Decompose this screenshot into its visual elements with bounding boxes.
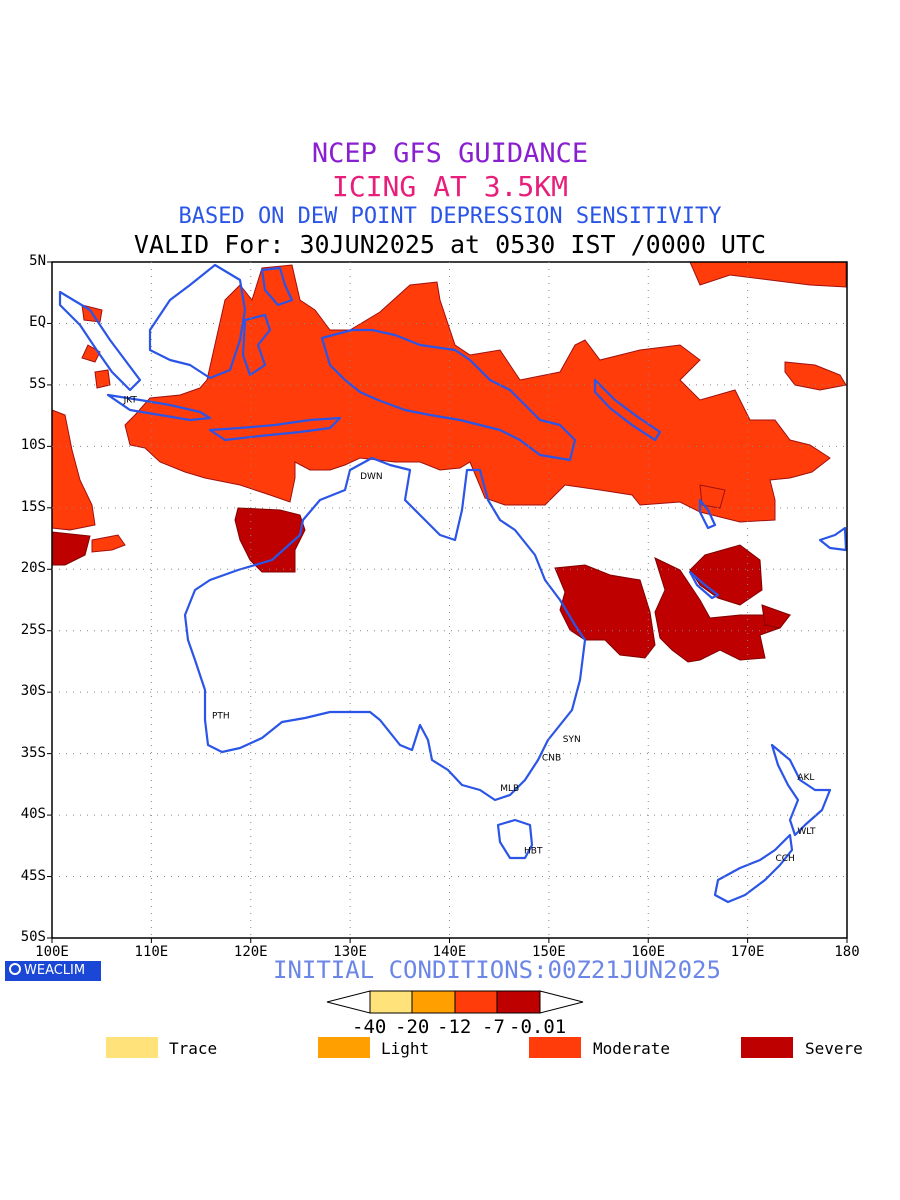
severe-icing-areas <box>51 507 792 663</box>
legend-label-light: Light <box>381 1039 430 1058</box>
lat-label: 25S <box>20 621 46 638</box>
new-caledonia-coast <box>688 570 720 600</box>
valid-time: VALID For: 30JUN2025 at 0530 IST /0000 U… <box>133 230 767 259</box>
colorbar-tick: -0.01 <box>509 1016 567 1038</box>
city-label-pth: PTH <box>212 712 230 722</box>
borneo-coast <box>148 263 247 380</box>
colorbar-severe <box>496 990 541 1014</box>
legend-swatch-moderate <box>529 1037 581 1058</box>
fiji-coast <box>818 526 848 552</box>
legend-label-severe: Severe <box>805 1039 863 1058</box>
lon-label: 170E <box>730 944 765 960</box>
city-label-hbt: HBT <box>524 847 543 857</box>
solomons-coast <box>593 378 662 442</box>
lat-label: 5S <box>29 375 46 392</box>
colorbar-tick: -7 <box>482 1016 505 1038</box>
new-zealand-south-coast <box>713 833 794 904</box>
lon-label: 110E <box>134 944 169 960</box>
lon-label: 120E <box>233 944 268 960</box>
colorbar-trace <box>369 990 413 1014</box>
lon-label: 150E <box>532 944 566 960</box>
initial-conditions: INITIAL CONDITIONS:00Z21JUN2025 <box>273 956 721 984</box>
lon-label: 160E <box>631 944 666 960</box>
city-label-dwn: DWN <box>360 472 383 482</box>
lat-label: 45S <box>20 867 46 884</box>
legend-label-moderate: Moderate <box>593 1039 671 1058</box>
title-line-2: ICING AT 3.5KM <box>331 170 568 203</box>
lat-label: EQ <box>29 314 46 331</box>
java-coast <box>106 393 212 422</box>
lon-label: 180 <box>834 944 860 960</box>
city-label-cnb: CNB <box>542 753 561 763</box>
australia-coast <box>183 456 587 802</box>
legend-label-trace: Trace <box>169 1039 218 1058</box>
logo-ring-icon <box>9 962 21 975</box>
lat-label: 5N <box>29 253 46 269</box>
city-label-mlb: MLB <box>500 784 519 794</box>
moderate-icing-areas <box>51 261 847 553</box>
city-label-cch: CCH <box>775 854 794 864</box>
colorbar-right-arrow <box>539 990 584 1014</box>
lat-label: 35S <box>20 744 46 761</box>
timor-chain-coast <box>208 416 342 442</box>
sulawesi-coast <box>241 313 272 377</box>
city-label-wlt: WLT <box>797 827 816 837</box>
weaclim-logo: WEACLIM <box>5 961 101 981</box>
lon-label: 100E <box>35 944 69 960</box>
legend-swatch-severe <box>741 1037 793 1058</box>
colorbar-left-arrow <box>326 990 371 1014</box>
city-label-syn: SYN <box>563 735 581 745</box>
sumatra-coast <box>58 290 142 392</box>
title-line-1: NCEP GFS GUIDANCE <box>311 138 589 169</box>
city-label-jkt: JKT <box>123 396 138 406</box>
colorbar-light <box>411 990 456 1014</box>
vanuatu-coast <box>698 498 717 530</box>
colorbar-moderate <box>454 990 498 1014</box>
philippines-coast <box>260 266 294 307</box>
tasmania-coast <box>496 818 534 860</box>
coastlines <box>58 263 848 904</box>
lat-label: 20S <box>20 560 46 577</box>
lat-label: 15S <box>20 498 46 515</box>
city-label-akl: AKL <box>797 773 814 783</box>
title-line-3: BASED ON DEW POINT DEPRESSION SENSITIVIT… <box>178 204 722 229</box>
graticule <box>52 262 847 938</box>
axis-ticks <box>47 261 848 943</box>
colorbar-tick: -40 <box>352 1016 387 1038</box>
legend-swatch-trace <box>106 1037 158 1058</box>
lat-label: 30S <box>20 683 46 700</box>
lat-label: 40S <box>20 806 46 823</box>
lat-label: 10S <box>20 437 46 454</box>
legend-swatch-light <box>318 1037 370 1058</box>
lat-label: 50S <box>20 929 46 945</box>
colorbar-tick: -12 <box>437 1016 472 1038</box>
colorbar-tick: -20 <box>395 1016 430 1038</box>
logo-text: WEACLIM <box>24 963 86 978</box>
lon-label: 130E <box>333 944 367 960</box>
new-guinea-coast <box>320 328 577 462</box>
lon-label: 140E <box>432 944 467 960</box>
new-zealand-north-coast <box>770 743 832 837</box>
